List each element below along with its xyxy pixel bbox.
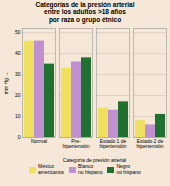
svg-text:Pre-hipertensión: Pre-hipertensión: [62, 138, 89, 149]
svg-text:Normal: Normal: [31, 138, 47, 144]
svg-text:Categoría de presión arterial: Categoría de presión arterial: [63, 157, 126, 163]
svg-text:30: 30: [15, 72, 21, 78]
svg-text:10: 10: [15, 114, 21, 120]
html-text:México americanos: México americanos: [38, 163, 64, 175]
svg-text:0: 0: [18, 135, 21, 141]
html-text:Negro no hispano: Negro no hispano: [116, 163, 141, 175]
svg-text:Estado 1 dehipertensión: Estado 1 dehipertensión: [99, 138, 126, 149]
svg-text:mm Hg →: mm Hg →: [3, 72, 9, 95]
svg-text:40: 40: [15, 51, 21, 57]
html-text:Categorías de la presión arter: Categorías de la presión arterial entre …: [35, 1, 135, 23]
html-text:Blanco no hispano: Blanco no hispano: [78, 163, 103, 175]
svg-text:50: 50: [15, 30, 21, 36]
svg-text:Estado 2 dehipertensión: Estado 2 dehipertensión: [136, 138, 163, 149]
svg-text:20: 20: [15, 93, 21, 99]
